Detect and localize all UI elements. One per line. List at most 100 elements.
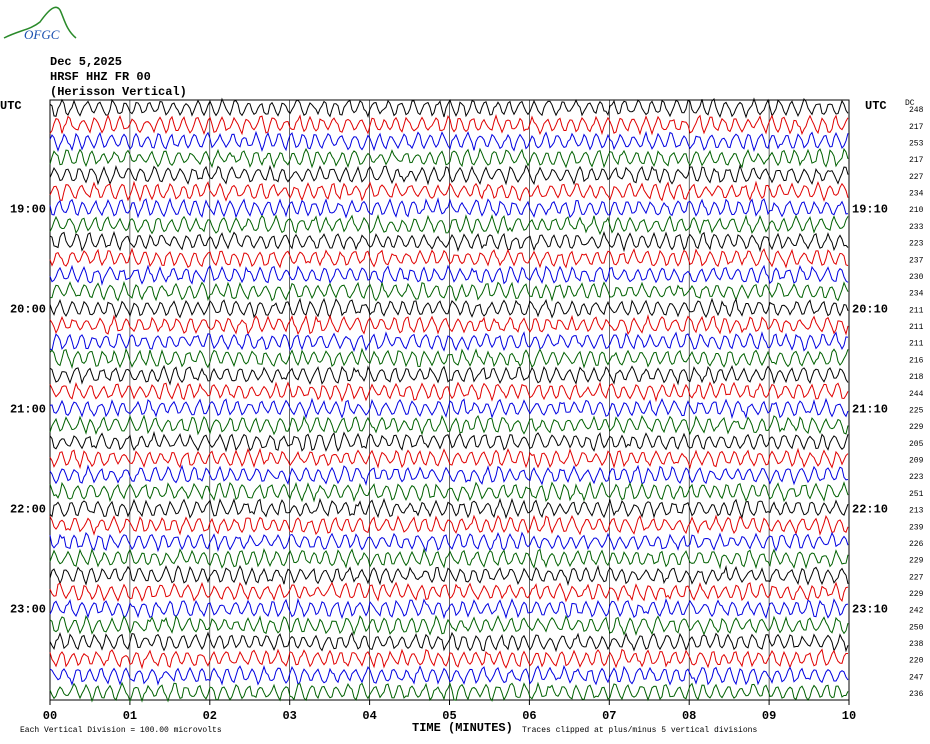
trace [49, 447, 849, 470]
trace [49, 648, 848, 670]
trace [49, 547, 849, 570]
left-axis-label: UTC [0, 99, 22, 113]
dc-value: 229 [909, 590, 924, 599]
dc-value: 217 [909, 156, 924, 165]
dc-value: 205 [909, 440, 924, 449]
dc-value: 209 [909, 457, 924, 466]
dc-value: 238 [909, 640, 924, 649]
dc-value: 251 [909, 490, 924, 499]
x-tick-label: 04 [362, 709, 376, 723]
trace [49, 364, 849, 386]
x-tick-label: 00 [43, 709, 57, 723]
x-tick-label: 06 [522, 709, 536, 723]
trace [49, 531, 849, 553]
dc-value: 220 [909, 657, 924, 666]
trace [49, 347, 849, 370]
dc-value: 211 [909, 306, 924, 315]
dc-value: 229 [909, 423, 924, 432]
dc-value: 237 [909, 256, 924, 265]
dc-value: 211 [909, 323, 924, 332]
trace [49, 430, 849, 453]
right-time-label: 20:10 [852, 302, 888, 316]
x-tick-label: 05 [442, 709, 456, 723]
trace [49, 681, 849, 703]
dc-value: 247 [909, 673, 924, 682]
x-tick-label: 02 [203, 709, 217, 723]
dc-value: 227 [909, 573, 924, 582]
title-line: (Herisson Vertical) [50, 85, 187, 99]
dc-value: 216 [909, 356, 924, 365]
dc-value: 234 [909, 190, 924, 199]
trace [49, 664, 849, 686]
dc-value: 229 [909, 557, 924, 566]
logo-text: OFGC [24, 27, 60, 42]
dc-value: 234 [909, 290, 924, 299]
trace [49, 180, 849, 203]
logo: OFGC [3, 6, 77, 42]
left-time-label: 19:00 [10, 202, 46, 216]
trace [49, 481, 849, 503]
right-time-label: 21:10 [852, 403, 888, 417]
dc-value: 210 [909, 206, 924, 215]
trace [49, 313, 849, 336]
trace [49, 147, 849, 169]
trace [49, 381, 849, 403]
x-tick-label: 08 [682, 709, 696, 723]
trace [49, 214, 849, 236]
title-line: Dec 5,2025 [50, 55, 122, 69]
footer-note: Traces clipped at plus/minus 5 vertical … [522, 726, 757, 735]
trace [49, 280, 849, 302]
dc-value: 230 [909, 273, 924, 282]
right-time-label: 22:10 [852, 503, 888, 517]
right-time-label: 19:10 [852, 202, 888, 216]
trace [49, 414, 849, 436]
trace [49, 163, 849, 186]
dc-value: 226 [909, 540, 924, 549]
trace [49, 514, 849, 536]
dc-value: 244 [909, 390, 924, 399]
trace [49, 597, 849, 620]
trace [49, 331, 849, 353]
trace [49, 114, 849, 136]
x-tick-label: 01 [123, 709, 137, 723]
dc-value: 239 [909, 523, 924, 532]
footer-note: Each Vertical Division = 100.00 microvol… [20, 726, 222, 735]
x-tick-label: 09 [762, 709, 776, 723]
left-time-label: 23:00 [10, 603, 46, 617]
trace [49, 230, 849, 253]
trace [49, 631, 849, 653]
dc-value: 236 [909, 690, 924, 699]
title-line: HRSF HHZ FR 00 [50, 70, 151, 84]
trace [49, 581, 849, 603]
dc-value: 213 [909, 507, 924, 516]
right-axis-label: UTC [865, 99, 887, 113]
trace [49, 197, 849, 219]
trace [49, 497, 849, 520]
dc-value: 211 [909, 340, 924, 349]
dc-value: 233 [909, 223, 924, 232]
x-tick-label: 10 [842, 709, 856, 723]
right-time-label: 23:10 [852, 603, 888, 617]
dc-value: 227 [909, 173, 924, 182]
trace [49, 397, 849, 420]
dc-value: 223 [909, 473, 924, 482]
dc-header: DC [905, 99, 915, 108]
trace [49, 97, 849, 119]
trace [49, 564, 849, 586]
x-tick-label: 03 [282, 709, 296, 723]
x-axis-label: TIME (MINUTES) [412, 721, 513, 735]
left-time-label: 21:00 [10, 403, 46, 417]
dc-value: 217 [909, 123, 924, 132]
trace [49, 247, 849, 269]
dc-value: 253 [909, 139, 924, 148]
left-time-label: 22:00 [10, 503, 46, 517]
dc-value: 225 [909, 406, 924, 415]
left-time-label: 20:00 [10, 302, 46, 316]
trace [49, 297, 849, 319]
trace [49, 614, 849, 636]
dc-value: 242 [909, 607, 924, 616]
dc-value: 223 [909, 240, 924, 249]
trace [49, 130, 849, 153]
trace [49, 264, 849, 286]
